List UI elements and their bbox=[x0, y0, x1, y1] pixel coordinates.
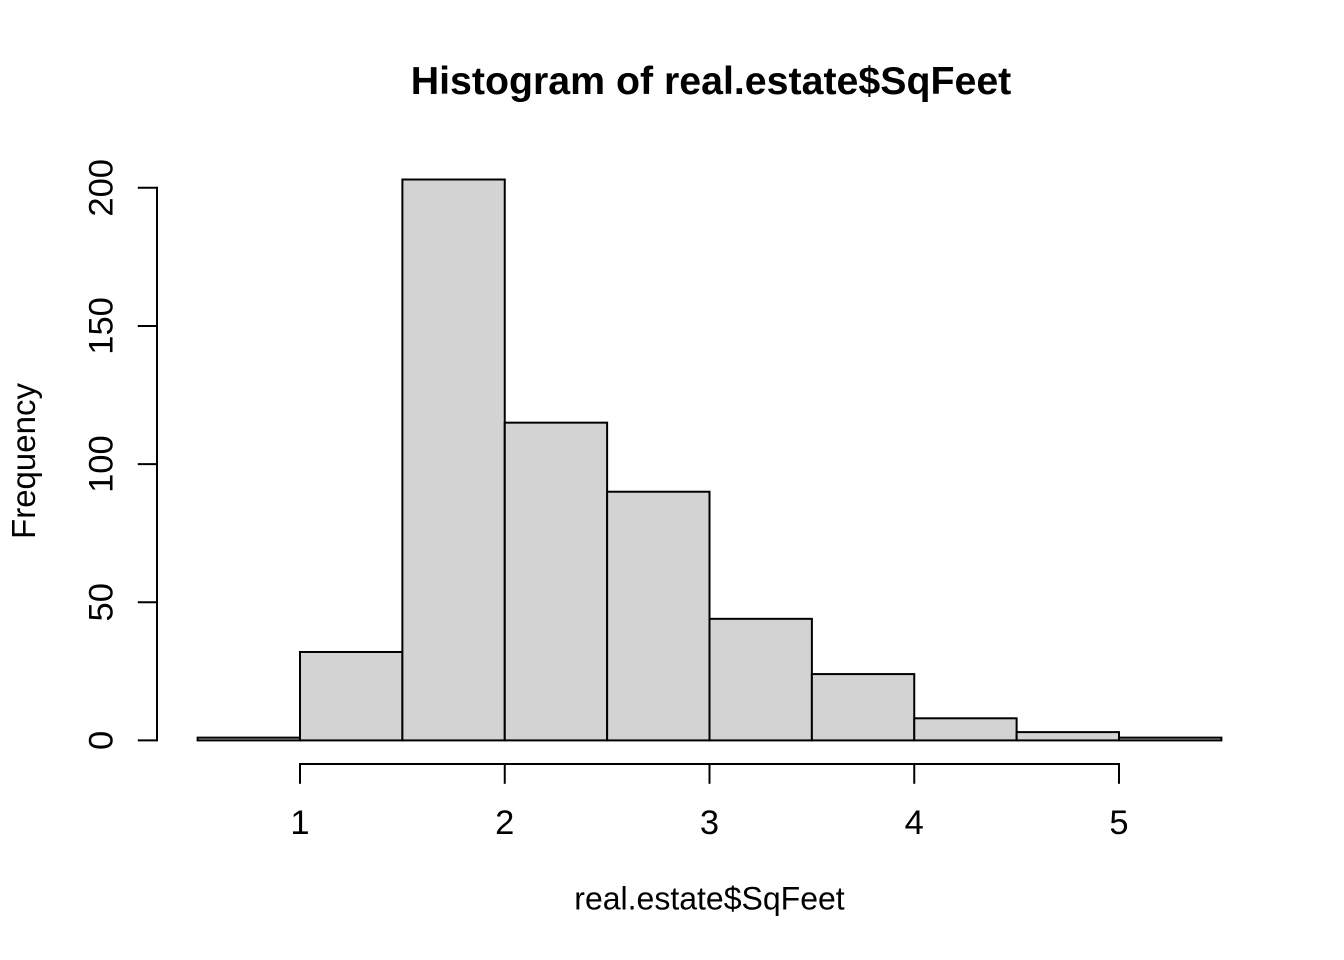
svg-text:Histogram of real.estate$SqFee: Histogram of real.estate$SqFeet bbox=[411, 59, 1012, 103]
svg-text:2: 2 bbox=[495, 804, 514, 842]
svg-text:100: 100 bbox=[83, 435, 121, 493]
svg-text:real.estate$SqFeet: real.estate$SqFeet bbox=[574, 880, 845, 916]
svg-text:200: 200 bbox=[83, 159, 121, 217]
svg-text:4: 4 bbox=[905, 804, 924, 842]
svg-text:5: 5 bbox=[1109, 804, 1128, 842]
svg-text:150: 150 bbox=[83, 297, 121, 355]
svg-text:50: 50 bbox=[83, 583, 121, 621]
svg-text:1: 1 bbox=[290, 804, 309, 842]
svg-text:Frequency: Frequency bbox=[5, 383, 42, 539]
svg-text:3: 3 bbox=[700, 804, 719, 842]
svg-text:0: 0 bbox=[83, 731, 121, 750]
